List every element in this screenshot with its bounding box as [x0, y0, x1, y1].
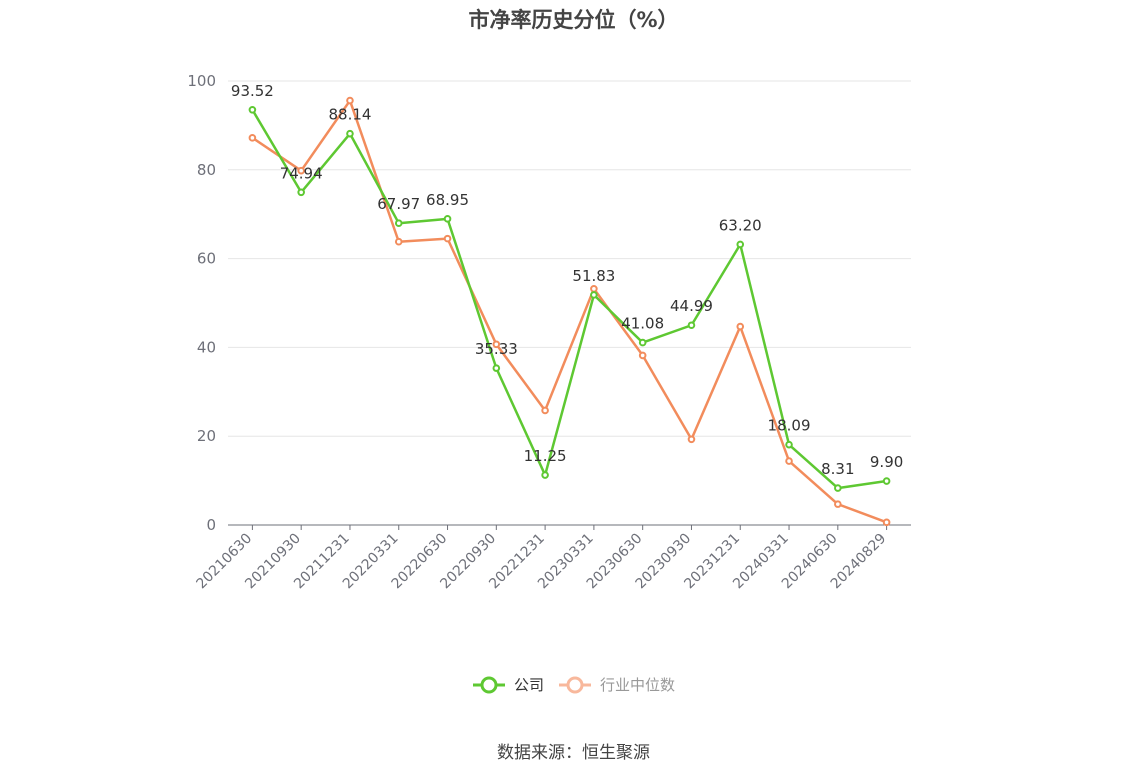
- data-label: 41.08: [621, 315, 664, 333]
- data-label: 68.95: [426, 191, 469, 209]
- chart-title: 市净率历史分位（%）: [468, 8, 679, 32]
- data-point-1: [346, 96, 354, 105]
- data-point-1: [736, 322, 745, 331]
- y-tick-label: 20: [197, 427, 216, 445]
- data-label: 11.25: [524, 447, 567, 465]
- data-point-1: [443, 234, 452, 243]
- data-point-0: [736, 240, 745, 249]
- legend: 公司 行业中位数: [0, 674, 1147, 695]
- data-label: 18.09: [768, 417, 811, 435]
- data-label: 8.31: [821, 460, 854, 478]
- data-label: 74.94: [280, 164, 323, 182]
- axes: 0204060801002021063020210930202112312022…: [187, 72, 911, 592]
- series-lines: [248, 96, 891, 527]
- data-label: 67.97: [377, 195, 420, 213]
- series-line-0: [251, 109, 887, 490]
- data-point-1: [882, 518, 891, 527]
- data-point-0: [541, 471, 549, 479]
- data-point-1: [638, 351, 647, 360]
- data-point-0: [346, 129, 354, 138]
- data-label: 88.14: [328, 106, 371, 124]
- data-point-1: [297, 166, 305, 175]
- data-label: 51.83: [572, 267, 615, 285]
- series-line-1: [251, 99, 888, 524]
- legend-industry-marker-icon: [559, 676, 591, 693]
- data-labels: 93.52 74.94 88.14 67.97 68.95 35.33 11.25 51.83…: [231, 82, 903, 478]
- data-point-0: [443, 215, 452, 223]
- data-label: 44.99: [670, 297, 713, 315]
- data-point-0: [785, 440, 793, 449]
- y-tick-label: 80: [197, 161, 216, 179]
- data-label: 93.52: [231, 82, 274, 100]
- data-label: 63.20: [719, 216, 762, 234]
- y-tick-label: 60: [197, 250, 216, 268]
- data-point-0: [248, 105, 257, 114]
- legend-label-industry: 行业中位数: [600, 676, 676, 694]
- data-point-1: [248, 134, 257, 142]
- data-point-1: [687, 435, 696, 444]
- data-point-0: [834, 484, 842, 492]
- data-point-1: [394, 237, 403, 246]
- y-tick-label: 0: [206, 516, 216, 534]
- y-tick-label: 100: [187, 72, 216, 90]
- data-point-1: [492, 340, 501, 349]
- data-point-0: [492, 364, 501, 372]
- data-point-0: [590, 291, 598, 299]
- legend-company-marker-icon: [472, 676, 505, 693]
- data-point-1: [785, 457, 793, 465]
- data-point-0: [297, 188, 305, 197]
- data-point-1: [834, 500, 842, 508]
- data-point-0: [638, 338, 647, 347]
- data-point-0: [882, 477, 891, 485]
- data-point-1: [590, 284, 598, 293]
- data-label: 9.90: [870, 453, 903, 471]
- legend-item-company[interactable]: 公司: [472, 674, 544, 695]
- data-point-1: [541, 406, 549, 415]
- data-point-0: [687, 321, 696, 330]
- legend-item-industry[interactable]: 行业中位数: [558, 674, 675, 695]
- y-tick-label: 40: [197, 338, 216, 356]
- data-label: 35.33: [475, 340, 518, 358]
- data-source: 数据来源：恒生聚源: [497, 743, 650, 763]
- data-point-0: [394, 219, 403, 228]
- legend-label-company: 公司: [513, 676, 544, 694]
